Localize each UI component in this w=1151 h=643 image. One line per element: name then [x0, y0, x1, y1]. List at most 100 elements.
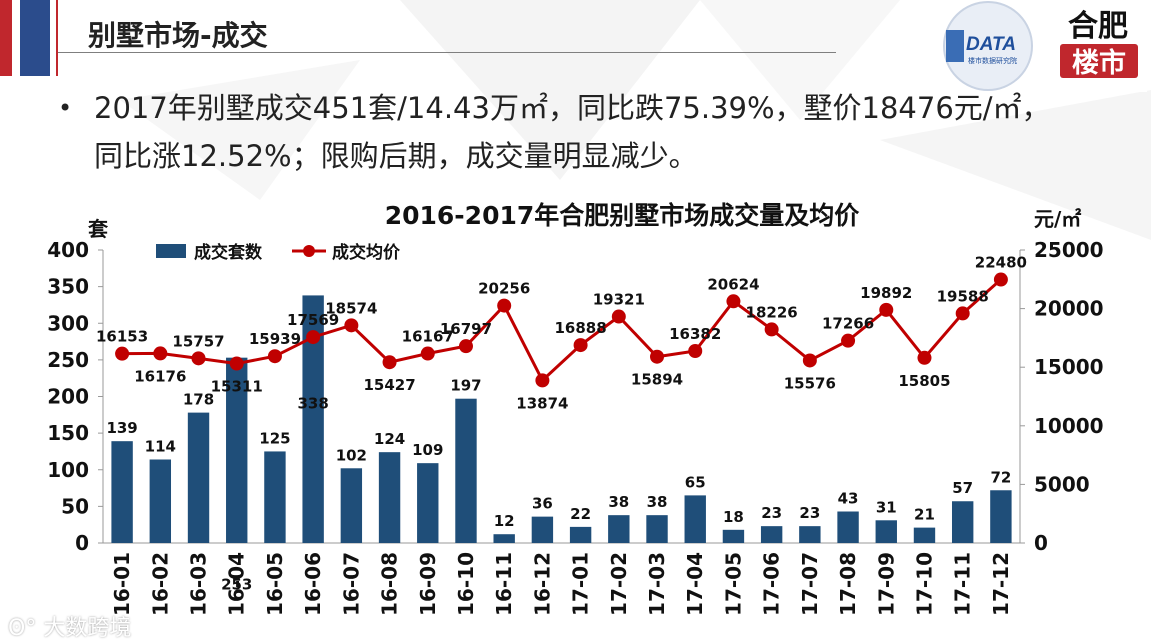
price-point-17-05: [726, 294, 741, 309]
price-label: 15805: [898, 372, 950, 390]
bar-16-04: [226, 357, 248, 543]
price-label: 15757: [172, 332, 224, 350]
x-tick-label: 17-07: [798, 552, 822, 616]
price-label: 15311: [211, 378, 263, 396]
price-point-17-06: [764, 322, 779, 337]
slide-title: 别墅市场-成交: [88, 19, 268, 52]
bar-16-10: [455, 398, 477, 543]
x-tick-label: 16-08: [378, 552, 402, 616]
bar-label: 38: [647, 493, 668, 511]
price-label: 17569: [287, 311, 339, 329]
bar-label: 139: [106, 419, 137, 437]
bar-label: 65: [685, 473, 706, 491]
bar-17-03: [646, 515, 668, 543]
price-label: 16888: [555, 319, 607, 337]
bar-label: 38: [608, 493, 629, 511]
bar-16-05: [264, 451, 286, 543]
price-label: 22480: [975, 254, 1027, 272]
x-tick-label: 17-12: [989, 552, 1013, 616]
bar-17-06: [760, 526, 783, 543]
hefei-loushi-logo: 合肥 楼市: [1050, 0, 1147, 92]
bar-16-07: [340, 468, 363, 543]
watermark-text: 大数跨境: [43, 616, 132, 641]
left-tick-label: 100: [47, 458, 89, 482]
right-tick-label: 20000: [1034, 297, 1104, 321]
x-tick-label: 17-05: [721, 552, 745, 616]
price-label: 18574: [325, 299, 377, 317]
bar-label: 23: [761, 504, 782, 522]
bar-label: 57: [952, 479, 973, 497]
right-tick-label: 25000: [1034, 238, 1104, 262]
x-tick-label: 16-01: [110, 552, 134, 616]
bar-16-02: [149, 459, 172, 543]
x-tick-label: 16-11: [492, 552, 516, 616]
legend-line-label: 成交均价: [332, 242, 401, 263]
right-tick-label: 15000: [1034, 355, 1104, 379]
left-tick-label: 200: [47, 385, 89, 409]
price-label: 19892: [860, 284, 912, 302]
price-label: 16153: [96, 328, 148, 346]
x-tick-label: 17-01: [569, 552, 593, 616]
price-point-17-09: [879, 302, 894, 317]
price-point-16-10: [458, 339, 473, 354]
bar-label: 18: [723, 508, 744, 526]
bar-label: 23: [799, 504, 820, 522]
bar-label: 338: [297, 394, 328, 412]
price-label: 15427: [363, 376, 415, 394]
bar-17-02: [608, 515, 630, 543]
price-point-16-01: [115, 346, 130, 361]
left-tick-label: 0: [75, 531, 89, 555]
header-flag-red: [0, 0, 12, 76]
price-point-17-10: [917, 350, 932, 365]
price-label: 19588: [937, 287, 989, 305]
logo2-line1: 合肥: [1068, 9, 1128, 44]
bullet-dot: •: [58, 94, 73, 122]
x-tick-label: 17-10: [912, 552, 936, 616]
price-point-17-12: [993, 272, 1008, 287]
bar-16-09: [417, 463, 439, 543]
price-label: 16176: [134, 367, 186, 385]
left-tick-label: 150: [47, 421, 89, 445]
price-label: 15576: [784, 374, 836, 392]
x-tick-label: 17-11: [951, 552, 975, 616]
bar-17-01: [569, 526, 592, 543]
bar-16-12: [531, 516, 554, 543]
bar-label: 178: [183, 391, 214, 409]
logo-data-text: DATA: [966, 34, 1016, 55]
legend-line-marker: [303, 245, 315, 257]
logo2-line2: 楼市: [1072, 47, 1126, 79]
x-tick-label: 16-09: [416, 552, 440, 616]
right-tick-label: 5000: [1034, 472, 1090, 496]
x-tick-label: 17-03: [645, 552, 669, 616]
bar-label: 12: [494, 512, 515, 530]
bar-label: 102: [336, 446, 367, 464]
bar-17-05: [722, 529, 745, 543]
price-point-16-07: [344, 318, 359, 333]
bar-label: 22: [570, 505, 591, 523]
price-label: 15894: [631, 371, 683, 389]
bar-label: 72: [990, 468, 1011, 486]
price-point-16-03: [191, 351, 206, 366]
x-tick-label: 16-02: [148, 552, 172, 616]
bar-label: 43: [838, 490, 859, 508]
right-axis-unit: 元/㎡: [1034, 207, 1081, 231]
x-tick-label: 16-06: [301, 552, 325, 616]
chart-title: 2016-2017年合肥别墅市场成交量及均价: [385, 201, 861, 230]
price-label: 13874: [516, 394, 568, 412]
bar-label: 114: [145, 437, 176, 455]
x-tick-label: 16-03: [187, 552, 211, 616]
price-label: 18226: [746, 303, 798, 321]
price-point-16-04: [229, 356, 244, 371]
bar-16-03: [187, 412, 210, 543]
bar-17-08: [837, 511, 859, 543]
watermark-icon: ʘ°: [8, 616, 37, 641]
left-tick-label: 250: [47, 348, 89, 372]
bar-label: 21: [914, 506, 935, 524]
price-point-16-06: [306, 330, 321, 345]
x-tick-label: 17-08: [836, 552, 860, 616]
bar-17-10: [913, 527, 936, 543]
price-point-16-08: [382, 355, 397, 370]
left-tick-label: 50: [61, 494, 89, 518]
price-point-17-03: [650, 349, 665, 364]
legend-bar-label: 成交套数: [194, 242, 263, 263]
